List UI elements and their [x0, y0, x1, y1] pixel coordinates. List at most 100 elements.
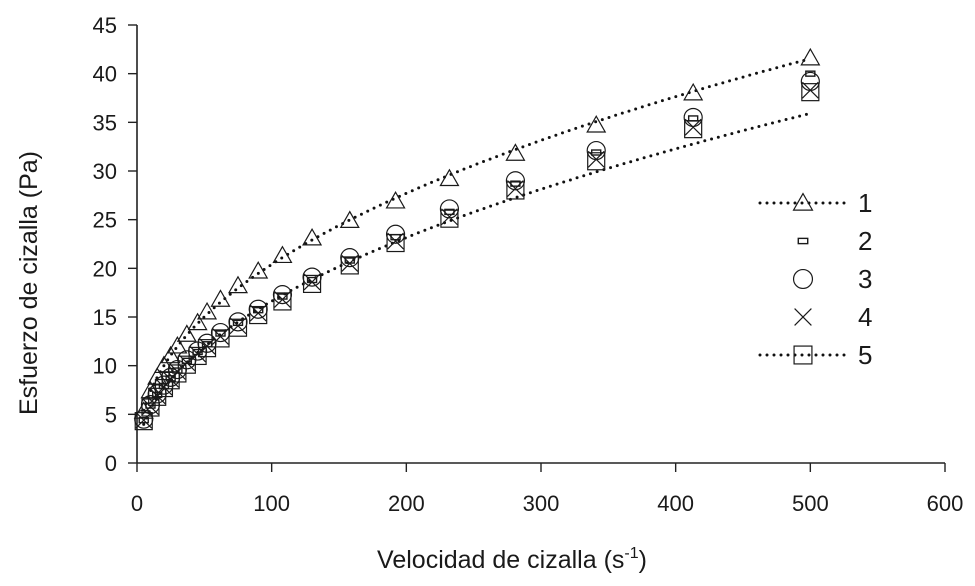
point-series-5 — [587, 152, 606, 171]
point-series-4 — [441, 208, 458, 226]
point-series-1 — [683, 82, 704, 101]
point-series-5 — [386, 233, 405, 253]
point-series-5 — [302, 274, 322, 294]
point-series-1 — [385, 190, 406, 209]
point-series-1 — [800, 47, 821, 66]
point-series-4 — [274, 291, 291, 308]
legend-marker — [792, 268, 814, 290]
series-5 — [134, 83, 820, 431]
point-series-5 — [154, 378, 174, 398]
x-axis-title: Velocidad de cizalla (s-1) — [377, 545, 647, 574]
point-series-1 — [439, 168, 460, 187]
point-series-4 — [387, 232, 404, 250]
point-series-1 — [167, 335, 188, 354]
point-series-1 — [272, 245, 293, 264]
legend-item-2: 2 — [797, 226, 872, 256]
point-series-1 — [187, 312, 208, 331]
point-series-5 — [141, 398, 160, 417]
point-series-4 — [178, 354, 196, 372]
series-1 — [133, 47, 821, 419]
legend-marker — [792, 192, 814, 211]
y-axis-title: Esfuerzo de cizalla (Pa) — [15, 151, 43, 415]
legend-marker — [794, 308, 812, 326]
point-series-3 — [800, 71, 820, 92]
point-series-4 — [587, 150, 605, 168]
legend-marker — [793, 345, 813, 365]
data-markers — [133, 47, 821, 431]
point-series-5 — [273, 292, 292, 311]
point-series-4 — [189, 345, 207, 363]
point-series-1 — [227, 275, 249, 294]
point-series-5 — [228, 318, 248, 337]
point-series-4 — [801, 81, 819, 99]
legend-label: 4 — [858, 302, 872, 332]
legend-label: 1 — [858, 188, 872, 218]
point-series-1 — [196, 301, 218, 320]
y-tick-label: 0 — [105, 451, 117, 476]
trendline-series-1 — [142, 57, 812, 412]
y-tick-label: 10 — [93, 354, 117, 379]
y-tick-label: 25 — [93, 208, 117, 233]
x-axis-title-superscript: -1 — [624, 545, 638, 562]
series-3 — [134, 71, 820, 429]
y-tick-label: 35 — [93, 110, 117, 135]
point-series-1 — [210, 289, 231, 307]
point-series-1 — [248, 261, 269, 279]
legend-label: 2 — [858, 226, 872, 256]
y-tick-label: 45 — [93, 13, 117, 38]
point-series-3 — [683, 107, 703, 128]
point-series-3 — [248, 299, 268, 319]
x-axis-title-main: Velocidad de cizalla (s — [377, 546, 624, 574]
series-4 — [135, 81, 819, 429]
trendlines — [142, 57, 812, 426]
point-series-1 — [176, 324, 197, 342]
point-series-5 — [249, 305, 268, 325]
point-series-2 — [138, 416, 149, 424]
y-tick-label: 15 — [93, 305, 117, 330]
point-series-4 — [229, 317, 247, 335]
x-tick-label: 600 — [927, 491, 964, 516]
legend-item-3: 3 — [792, 264, 872, 294]
point-series-4 — [249, 304, 267, 322]
point-series-1 — [505, 143, 526, 161]
point-series-5 — [801, 83, 820, 102]
point-series-4 — [684, 118, 702, 136]
point-series-5 — [134, 412, 153, 431]
x-tick-label: 300 — [523, 491, 560, 516]
point-series-5 — [197, 339, 217, 358]
point-series-1 — [586, 115, 607, 133]
x-tick-label: 400 — [657, 491, 694, 516]
point-series-5 — [684, 120, 703, 139]
point-series-1 — [160, 345, 181, 364]
point-series-1 — [339, 210, 360, 228]
trendline-series-5 — [142, 112, 812, 426]
series-2 — [138, 70, 816, 424]
x-tick-label: 200 — [388, 491, 425, 516]
point-series-4 — [142, 398, 159, 415]
legend-item-5: 5 — [758, 340, 872, 370]
point-series-3 — [439, 199, 460, 219]
point-series-4 — [303, 273, 321, 291]
point-series-4 — [341, 255, 359, 272]
y-tick-label: 5 — [105, 402, 117, 427]
legend-marker — [797, 237, 809, 245]
point-series-5 — [340, 256, 359, 275]
y-tick-label: 20 — [93, 256, 117, 281]
legend: 1 2 3 4 5 — [758, 188, 872, 370]
y-tick-label: 40 — [93, 62, 117, 87]
point-series-4 — [135, 411, 153, 429]
point-series-5 — [211, 329, 230, 348]
point-series-3 — [505, 171, 526, 191]
point-series-5 — [188, 346, 207, 366]
point-series-4 — [506, 180, 524, 197]
point-series-5 — [440, 209, 459, 228]
point-series-5 — [506, 181, 525, 200]
legend-item-4: 4 — [794, 302, 872, 332]
point-series-1 — [302, 227, 323, 246]
point-series-5 — [161, 371, 180, 390]
legend-label: 5 — [858, 340, 872, 370]
y-tick-label: 30 — [93, 159, 117, 184]
x-axis-title-end: ) — [639, 546, 647, 574]
